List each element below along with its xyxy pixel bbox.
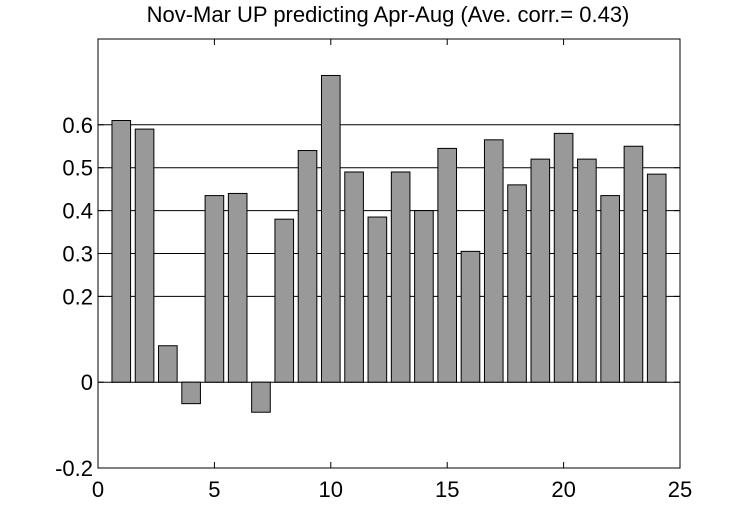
y-tick-label: 0.3 bbox=[62, 242, 93, 267]
bar bbox=[344, 171, 364, 383]
bar bbox=[437, 147, 458, 383]
bar bbox=[134, 128, 155, 383]
chart-title: Nov-Mar UP predicting Apr-Aug (Ave. corr… bbox=[147, 2, 630, 27]
y-tick-label: 0.4 bbox=[62, 199, 93, 224]
bar bbox=[460, 250, 481, 383]
bar bbox=[158, 345, 178, 383]
x-axis: 0 5 10 15 20 25 bbox=[92, 39, 692, 502]
bar bbox=[600, 195, 620, 383]
x-tick-label: 10 bbox=[319, 477, 343, 502]
y-tick-label: 0 bbox=[81, 370, 93, 395]
bar bbox=[553, 132, 574, 383]
y-tick-label: 0.6 bbox=[62, 113, 93, 138]
bar bbox=[507, 184, 527, 383]
bar bbox=[297, 150, 318, 383]
x-tick-label: 5 bbox=[208, 477, 220, 502]
x-tick-label: 25 bbox=[668, 477, 692, 502]
bars bbox=[111, 74, 667, 413]
bar bbox=[577, 158, 597, 383]
bar bbox=[320, 74, 341, 383]
y-axis: -0.2 0 0.2 0.3 0.4 0.5 0.6 bbox=[55, 113, 680, 481]
bar bbox=[111, 120, 132, 383]
bar bbox=[274, 218, 295, 383]
bar bbox=[530, 158, 551, 383]
bar bbox=[390, 171, 411, 383]
bar bbox=[623, 145, 644, 383]
bar bbox=[483, 139, 504, 383]
bar bbox=[227, 192, 248, 383]
x-tick-label: 20 bbox=[551, 477, 575, 502]
bar bbox=[414, 210, 434, 383]
x-tick-label: 15 bbox=[435, 477, 459, 502]
bar bbox=[181, 381, 201, 405]
y-tick-label: 0.5 bbox=[62, 156, 93, 181]
y-tick-label: -0.2 bbox=[55, 456, 93, 481]
y-tick-label: 0.2 bbox=[62, 284, 93, 309]
bar bbox=[367, 216, 388, 383]
x-tick-label: 0 bbox=[92, 477, 104, 502]
bar bbox=[204, 195, 225, 383]
bar bbox=[251, 381, 271, 413]
bar bbox=[646, 173, 667, 383]
